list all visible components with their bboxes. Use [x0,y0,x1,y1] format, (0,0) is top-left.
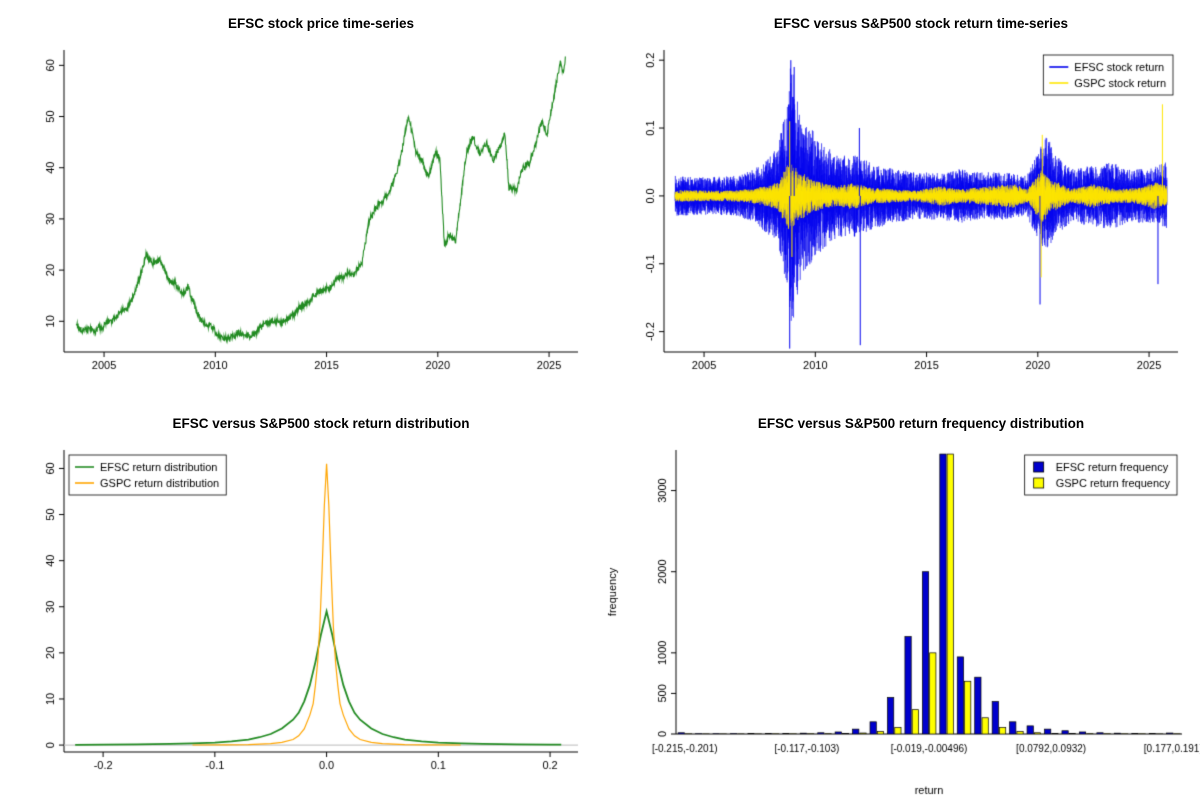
price-timeseries-plot [0,42,600,400]
return-timeseries-plot [600,42,1200,400]
return-distribution-plot [0,442,600,800]
price-timeseries-title: EFSC stock price time-series [227,16,415,31]
return-distribution-title: EFSC versus S&P500 stock return distribu… [172,416,470,431]
chart-price-timeseries: EFSC stock price time-series [0,0,600,400]
return-frequency-plot [600,442,1200,800]
chart-return-timeseries: EFSC versus S&P500 stock return time-ser… [600,0,1200,400]
return-timeseries-title: EFSC versus S&P500 stock return time-ser… [773,16,1069,31]
return-frequency-title: EFSC versus S&P500 return frequency dist… [757,416,1085,431]
chart-return-frequency: EFSC versus S&P500 return frequency dist… [600,400,1200,800]
chart-return-distribution: EFSC versus S&P500 stock return distribu… [0,400,600,800]
